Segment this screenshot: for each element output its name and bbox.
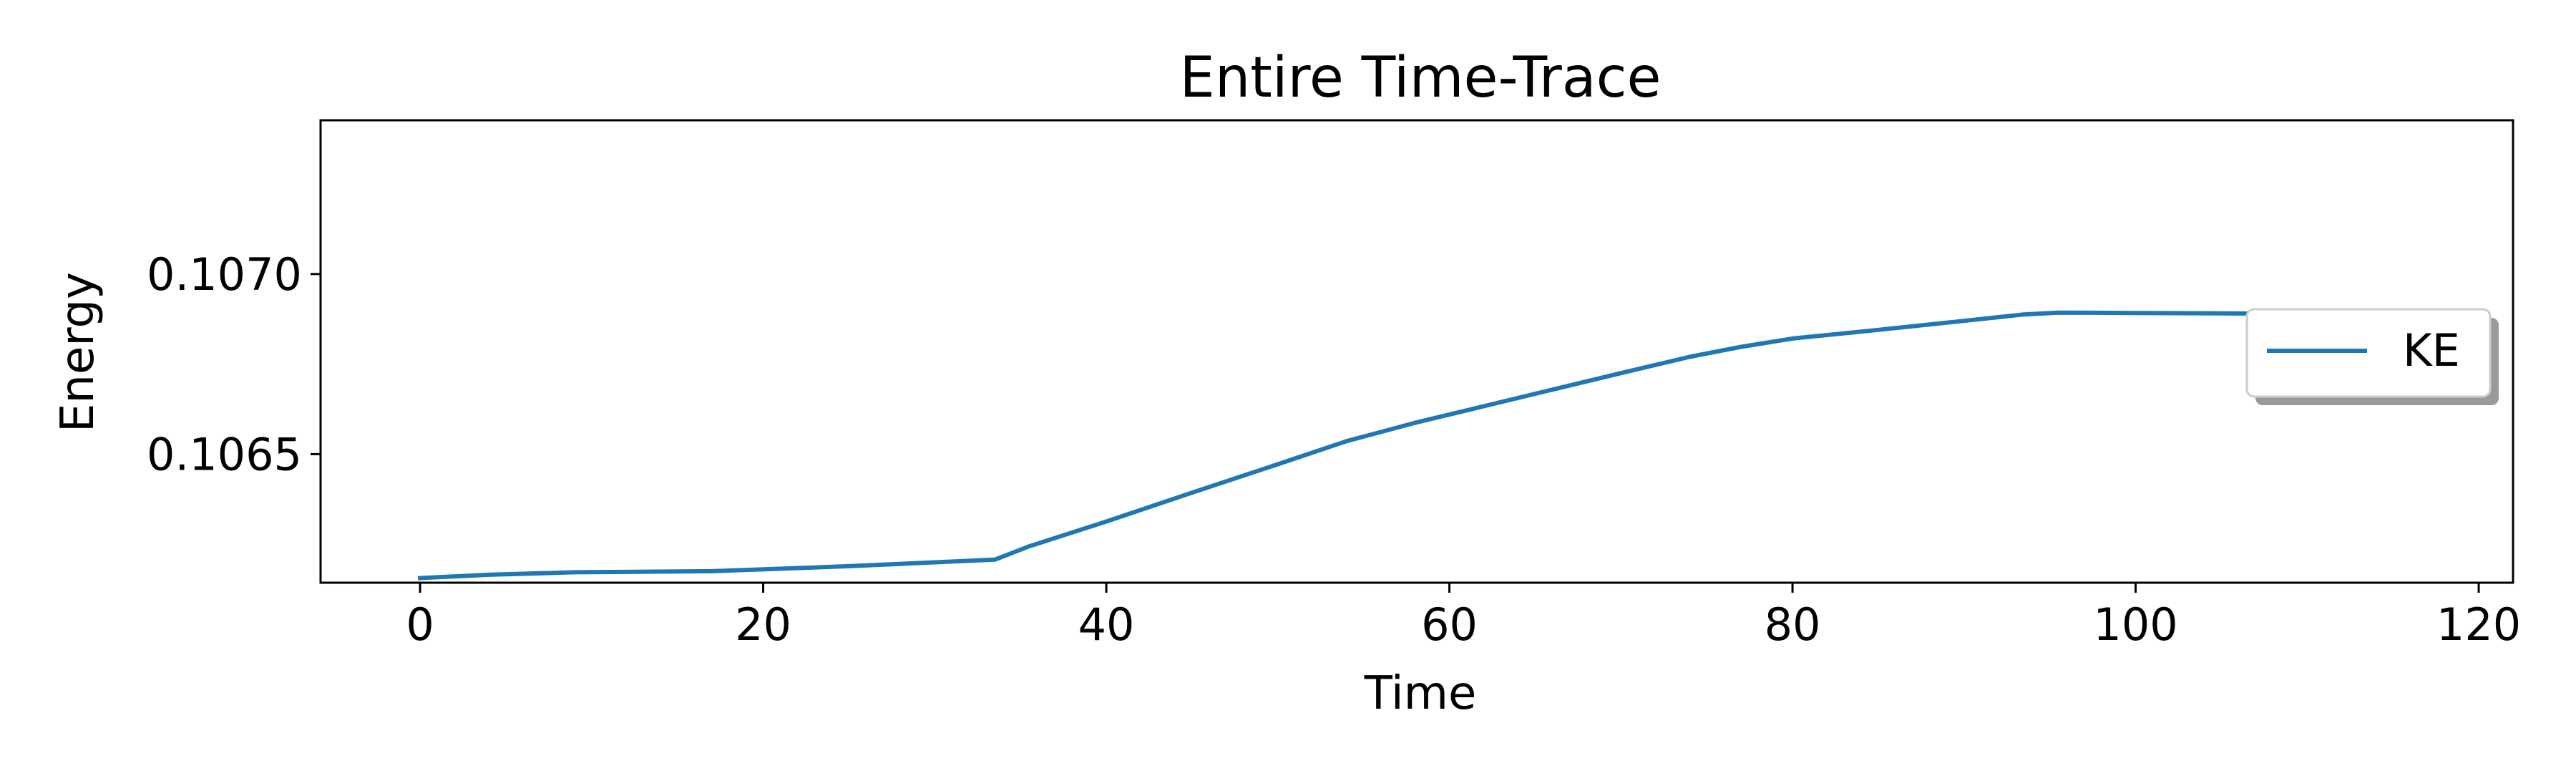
x-axis: 0 20 40 60 80 100 120 [406, 583, 2521, 651]
series-group [417, 310, 2413, 581]
x-tick-label: 80 [1765, 598, 1821, 651]
y-axis-label: Energy [52, 272, 104, 432]
series-line-ke [417, 310, 2413, 581]
plot-area [319, 119, 2514, 584]
x-tick-label: 40 [1078, 598, 1135, 651]
legend-label-ke: KE [2403, 324, 2460, 377]
x-tick-label: 120 [2436, 598, 2521, 651]
plot-frame [319, 119, 2514, 584]
x-axis-label: Time [1364, 667, 1477, 720]
legend: KE [2245, 308, 2499, 405]
legend-box [2245, 308, 2492, 398]
x-tick-label: 100 [2093, 598, 2177, 651]
x-tick-label: 60 [1421, 598, 1478, 651]
chart-title: Entire Time-Trace [1180, 46, 1662, 110]
y-tick-label: 0.1070 [147, 248, 302, 301]
y-axis: 0.1065 0.1070 [147, 248, 321, 480]
y-tick-label: 0.1065 [147, 428, 302, 480]
x-tick-label: 0 [406, 598, 434, 651]
x-tick-label: 20 [735, 598, 791, 651]
